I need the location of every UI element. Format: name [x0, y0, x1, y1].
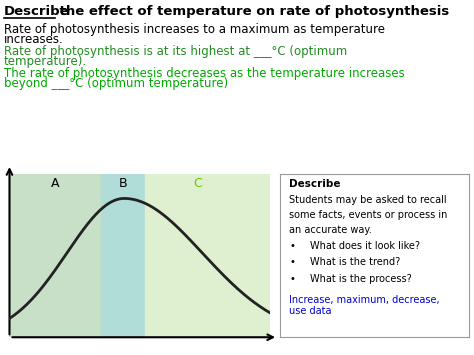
Text: •: • [289, 274, 295, 284]
Bar [100, 174, 145, 337]
Text: increases.: increases. [4, 33, 64, 46]
Text: an accurate way.: an accurate way. [289, 225, 372, 235]
Text: beyond ___°C (optimum temperature): beyond ___°C (optimum temperature) [4, 77, 228, 90]
Text: What does it look like?: What does it look like? [310, 241, 420, 251]
Text: A: A [51, 177, 59, 190]
Text: Rate of photosynthesis increases to a maximum as temperature: Rate of photosynthesis increases to a ma… [4, 23, 385, 36]
Text: some facts, events or process in: some facts, events or process in [289, 210, 447, 220]
Text: temperature).: temperature). [4, 55, 87, 68]
Text: Increase, maximum, decrease,
use data: Increase, maximum, decrease, use data [289, 295, 440, 316]
Bar [145, 174, 270, 337]
Text: Describe: Describe [4, 5, 70, 18]
Text: What is the process?: What is the process? [310, 274, 412, 284]
Text: •: • [289, 257, 295, 267]
Text: the effect of temperature on rate of photosynthesis: the effect of temperature on rate of pho… [55, 5, 449, 18]
Text: Rate of photosynthesis is at its highest at ___°C (optimum: Rate of photosynthesis is at its highest… [4, 45, 347, 58]
Text: Describe: Describe [289, 179, 341, 189]
Text: C: C [193, 177, 201, 190]
Bar [9, 174, 100, 337]
Text: The rate of photosynthesis decreases as the temperature increases: The rate of photosynthesis decreases as … [4, 67, 405, 80]
Text: What is the trend?: What is the trend? [310, 257, 400, 267]
Text: •: • [289, 241, 295, 251]
Text: B: B [118, 177, 127, 190]
Text: Students may be asked to recall: Students may be asked to recall [289, 195, 447, 205]
